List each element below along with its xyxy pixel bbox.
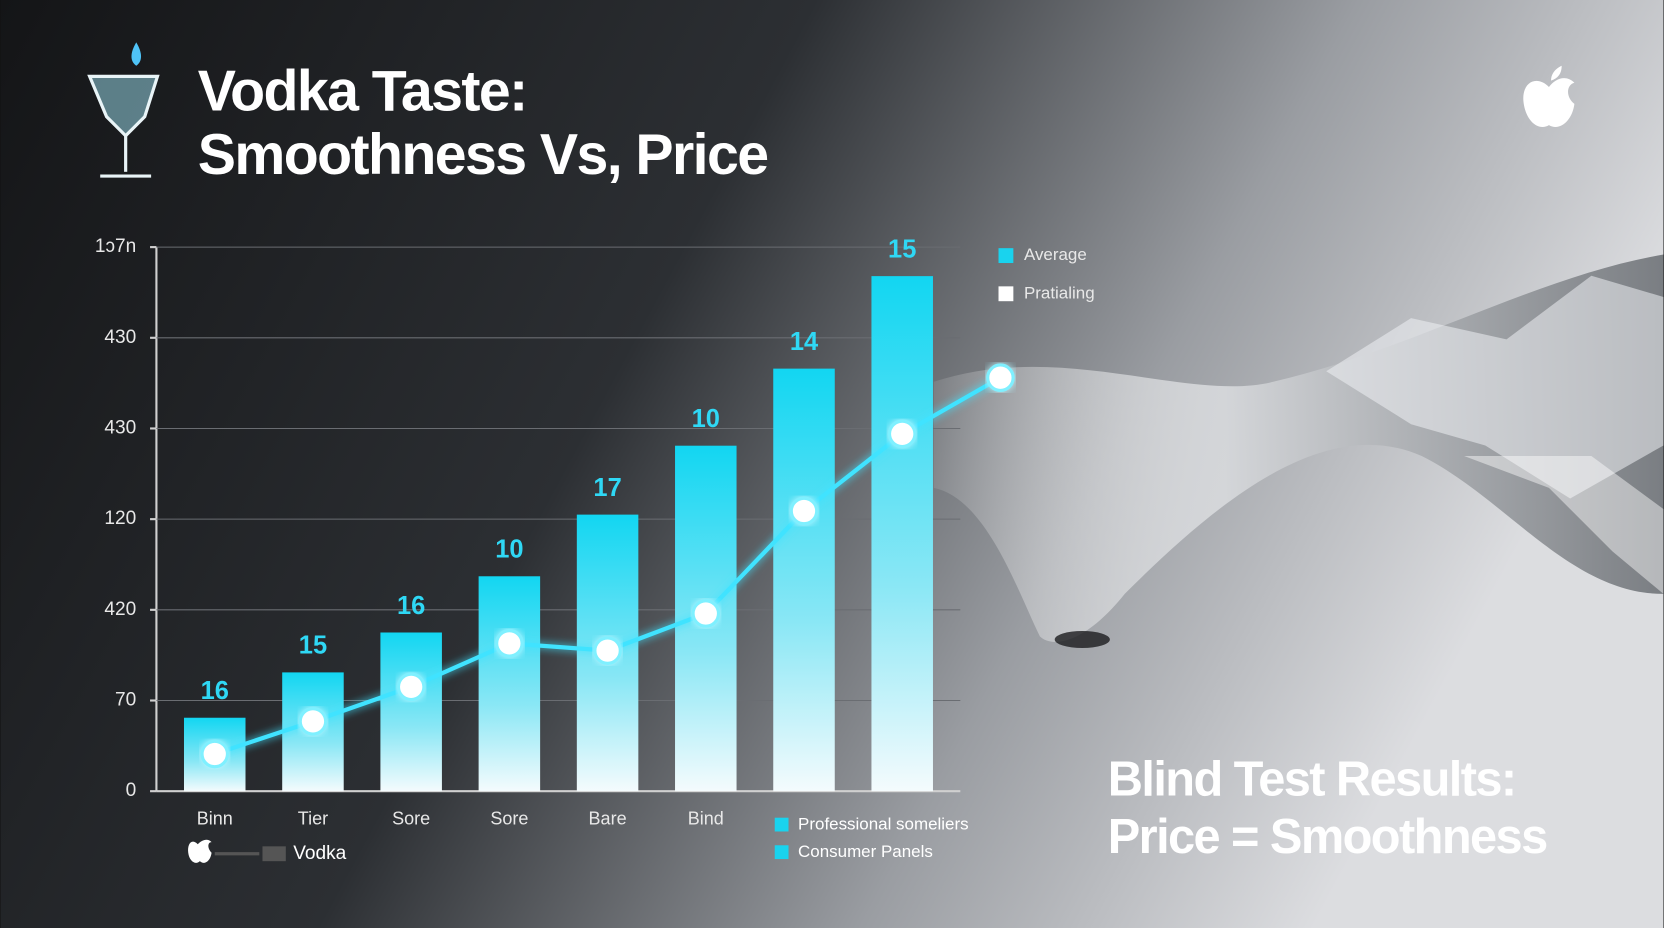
- y-tick-label: 420: [104, 599, 136, 620]
- line-point: [298, 707, 328, 736]
- y-tick-label: 430: [104, 418, 136, 439]
- bar: [478, 576, 541, 792]
- legend-swatch: [998, 286, 1014, 302]
- bar-annotation: 16: [397, 592, 425, 620]
- x-tick-label: Sore: [490, 809, 528, 829]
- line-point: [396, 672, 426, 702]
- logo: [1523, 65, 1575, 128]
- y-tick-label: 1ɔ7n: [95, 236, 136, 257]
- panel-legend-label: Consumer Panels: [798, 842, 933, 861]
- x-tick-label: Binn: [197, 809, 233, 829]
- bar-annotation: 15: [888, 235, 916, 263]
- bar-annotation: 15: [299, 632, 327, 660]
- chart-title: Smoothness Vs, Price: [198, 123, 768, 187]
- x-tick-label: Tier: [298, 809, 328, 829]
- bar: [871, 276, 933, 792]
- y-tick-label: 430: [104, 327, 136, 348]
- bar-annotation: 14: [790, 328, 819, 356]
- glass-icon: [87, 42, 160, 178]
- y-tick-label: 120: [104, 508, 136, 529]
- line-point: [986, 363, 1015, 393]
- line-point: [691, 599, 721, 628]
- panel-legend-swatch: [774, 817, 789, 832]
- bar-annotation: 16: [201, 677, 229, 705]
- line-point: [593, 636, 622, 665]
- crystal-shape: [1464, 456, 1664, 594]
- bar-annotation: 10: [495, 536, 523, 564]
- panel-legend-swatch: [774, 845, 789, 860]
- bar-annotation: 10: [692, 405, 720, 433]
- line-point: [495, 629, 524, 658]
- brand-label: Vodka: [293, 843, 346, 864]
- line-point: [887, 419, 917, 449]
- droplet: [1054, 631, 1110, 649]
- y-tick-label: 0: [126, 780, 137, 801]
- footer-title: Price = Smoothness: [1108, 810, 1547, 864]
- chart-title: Vodka Taste:: [198, 60, 527, 124]
- bar: [773, 368, 835, 792]
- legend-label: Pratialing: [1024, 283, 1095, 302]
- line-point: [200, 739, 230, 769]
- footer-title: Blind Test Results:: [1108, 753, 1516, 807]
- brand-icon: [188, 839, 212, 863]
- y-tick-label: 70: [115, 690, 136, 711]
- brand-swatch: [262, 846, 286, 862]
- line-point: [789, 496, 819, 526]
- legend-label: Average: [1024, 245, 1087, 264]
- panel-legend-label: Professional someliers: [798, 815, 969, 834]
- x-tick-label: Sore: [392, 809, 430, 829]
- bar-annotation: 17: [593, 474, 621, 502]
- legend-swatch: [998, 248, 1014, 264]
- crystal-shape: [1326, 275, 1664, 499]
- x-tick-label: Bare: [589, 809, 627, 829]
- bar: [380, 632, 442, 792]
- x-tick-label: Bind: [688, 809, 724, 829]
